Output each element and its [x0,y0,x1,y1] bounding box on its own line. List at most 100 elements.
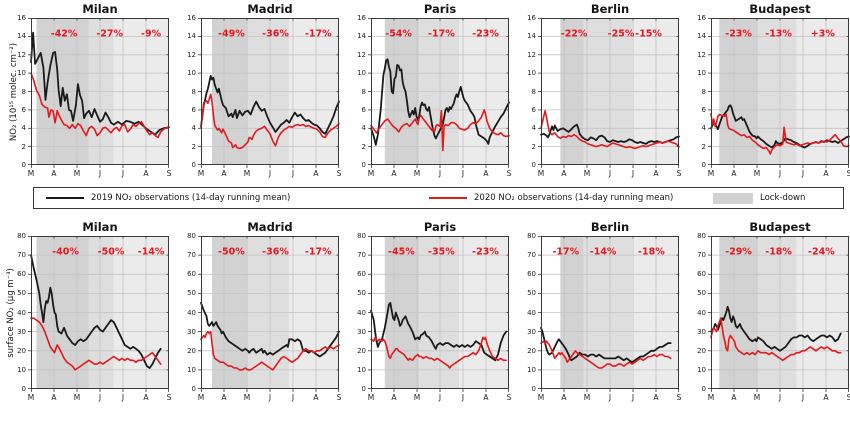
legend-label-2019: 2019 NO₂ observations (14-day running me… [91,193,291,203]
chart-budapest-column: -23% -13% +3% [708,18,850,168]
x-tick-label-budapest-column: A [731,169,737,178]
chart-title-budapest-column: Budapest [749,2,811,16]
x-tick-label-budapest-column: A [823,169,829,178]
x-tick-label-madrid-column: J [268,169,272,178]
x-tick-label-milan-surface: M [27,393,35,402]
chart-title-madrid-column: Madrid [247,2,293,16]
x-tick-label-budapest-surface: A [731,393,737,402]
x-tick-label-budapest-column: S [846,169,850,178]
y-tick-label-madrid-column: 8 [191,87,196,96]
y-tick-label-budapest-column: 4 [701,124,706,133]
x-tick-label-madrid-surface: J [268,393,272,402]
series-2020-berlin-surface [540,340,672,369]
annotation-madrid-surface-2: -17% [305,247,332,258]
y-tick-label-milan-column: 2 [21,142,26,151]
y-tick-label-paris-column: 0 [361,161,366,169]
x-tick-label-milan-surface: A [143,393,149,402]
chart-berlin-surface: -17% -14% -18% [538,236,679,392]
annotation-berlin-surface-2: -18% [638,247,665,258]
chart-title-milan-column: Milan [82,2,118,16]
y-tick-label-madrid-surface: 60 [187,270,196,279]
y-tick-label-madrid-surface: 10 [187,365,196,374]
x-tick-label-milan-column: A [143,169,149,178]
x-tick-label-berlin-column: S [676,169,682,178]
x-tick-label-paris-column: A [391,169,397,178]
annotation-paris-column-2: -23% [472,29,499,40]
annotation-milan-column-2: -9% [141,29,162,40]
x-tick-label-milan-column: M [73,169,81,178]
x-tick-label-paris-surface: M [413,393,421,402]
y-tick-label-paris-surface: 0 [361,385,366,393]
chart-title-berlin-column: Berlin [590,2,630,16]
annotation-madrid-surface-0: -50% [218,247,245,258]
y-tick-label-budapest-column: 12 [697,50,706,59]
x-tick-label-budapest-column: M [707,169,715,178]
annotation-budapest-column-2: +3% [811,29,836,40]
y-tick-label-budapest-surface: 80 [697,232,706,240]
y-tick-label-budapest-surface: 60 [697,270,706,279]
y-tick-label-budapest-surface: 50 [697,289,706,298]
series-2020-milan-surface [30,317,162,371]
x-tick-label-milan-column: M [27,169,35,178]
y-tick-label-berlin-surface: 50 [527,289,536,298]
series-2020-madrid-surface [200,330,340,371]
x-tick-label-paris-surface: A [391,393,397,402]
annotation-budapest-column-1: -13% [765,29,792,40]
chart-paris-column: -54% -17% -23% [368,18,510,168]
y-tick-label-berlin-column: 10 [527,69,536,78]
y-tick-label-milan-column: 10 [17,69,26,78]
x-tick-label-paris-surface: J [438,393,442,402]
chart-milan-column: -42% -27% -9% [28,18,170,168]
x-tick-label-madrid-column: A [221,169,227,178]
y-tick-label-milan-column: 12 [17,50,26,59]
y-tick-label-berlin-surface: 80 [527,232,536,240]
y-tick-label-milan-surface: 40 [17,308,26,317]
y-tick-label-milan-surface: 0 [21,385,26,393]
annotation-berlin-surface-0: -17% [552,247,579,258]
series-2019-paris-column [370,58,510,146]
y-tick-label-milan-surface: 30 [17,327,26,336]
annotation-madrid-column-0: -49% [218,29,245,40]
x-tick-label-budapest-column: M [753,169,761,178]
annotation-madrid-column-1: -36% [262,29,289,40]
annotation-budapest-surface-0: -29% [725,247,752,258]
legend-item-2020: 2020 NO₂ observations (14-day running me… [429,188,673,208]
annotation-milan-surface-1: -50% [98,247,125,258]
y-tick-label-madrid-surface: 50 [187,289,196,298]
y-tick-label-milan-column: 0 [21,161,26,169]
annotation-paris-surface-0: -45% [388,247,415,258]
y-tick-label-paris-column: 16 [357,14,366,22]
y-tick-label-budapest-surface: 30 [697,327,706,336]
y-tick-label-berlin-column: 16 [527,14,536,22]
chart-budapest-surface: -29% -18% -24% [708,236,849,392]
y-tick-label-milan-surface: 50 [17,289,26,298]
annotation-budapest-surface-2: -24% [808,247,835,258]
annotation-budapest-column-0: -23% [725,29,752,40]
series-2019-milan-surface [30,254,162,369]
x-tick-label-berlin-column: J [631,169,635,178]
chart-title-berlin-surface: Berlin [590,220,630,234]
y-tick-label-milan-surface: 10 [17,365,26,374]
y-tick-label-paris-column: 12 [357,50,366,59]
x-tick-label-paris-column: J [461,169,465,178]
x-tick-label-milan-surface: J [98,393,102,402]
y-tick-label-paris-surface: 20 [357,346,366,355]
chart-title-milan-surface: Milan [82,220,118,234]
x-tick-label-madrid-surface: M [243,393,251,402]
y-tick-label-madrid-column: 6 [191,105,196,114]
x-tick-label-berlin-column: M [583,169,591,178]
x-tick-label-madrid-column: A [313,169,319,178]
x-tick-label-paris-surface: M [367,393,375,402]
y-tick-label-budapest-column: 8 [701,87,706,96]
series-2019-berlin-column [540,123,680,145]
x-tick-label-budapest-surface: J [778,393,782,402]
y-tick-label-paris-column: 6 [361,105,366,114]
x-tick-label-berlin-surface: A [561,393,567,402]
x-tick-label-milan-column: J [121,169,125,178]
y-tick-label-budapest-column: 10 [697,69,706,78]
y-tick-label-paris-column: 2 [361,142,366,151]
y-tick-label-berlin-surface: 0 [531,385,536,393]
series-2020-paris-surface [370,336,507,369]
y-tick-label-berlin-column: 0 [531,161,536,169]
